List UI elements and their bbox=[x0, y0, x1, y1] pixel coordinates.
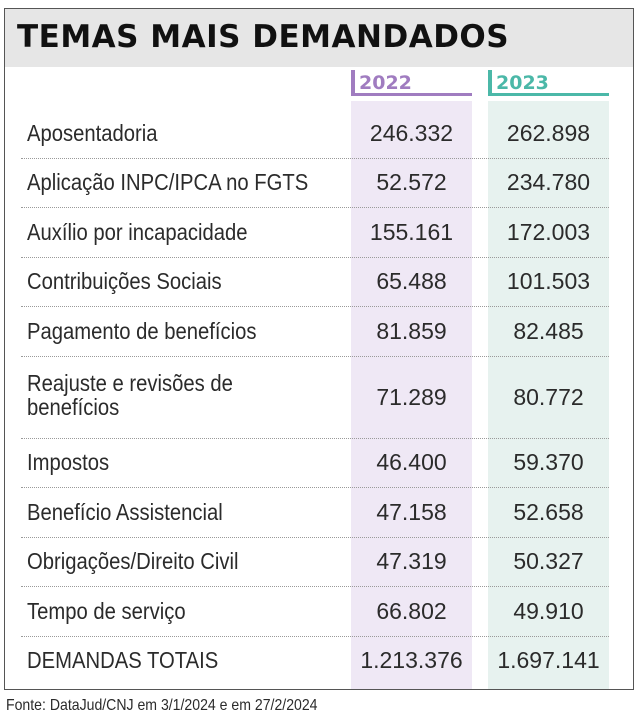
table-row: Pagamento de benefícios 81.859 82.485 bbox=[21, 306, 609, 357]
row-label: Pagamento de benefícios bbox=[27, 317, 257, 344]
column-2022-background bbox=[351, 101, 472, 689]
value-2022: 1.213.376 bbox=[360, 647, 463, 674]
table-row: DEMANDAS TOTAIS 1.213.376 1.697.141 bbox=[21, 636, 609, 686]
value-2022: 246.332 bbox=[369, 119, 454, 146]
table-row: Aplicação INPC/IPCA no FGTS 52.572 234.780 bbox=[21, 158, 609, 208]
value-2023: 82.485 bbox=[513, 317, 584, 344]
table-row: Tempo de serviço 66.802 49.910 bbox=[21, 586, 609, 637]
table-row: Benefício Assistencial 47.158 52.658 bbox=[21, 487, 609, 538]
row-label: Auxílio por incapacidade bbox=[27, 218, 248, 245]
title-bar: TEMAS MAIS DEMANDADOS bbox=[5, 9, 633, 67]
column-header-2022: 2022 bbox=[351, 70, 472, 96]
value-2022: 81.859 bbox=[376, 317, 447, 344]
row-label: Aplicação INPC/IPCA no FGTS bbox=[27, 169, 309, 196]
table-row: Aposentadoria 246.332 262.898 bbox=[21, 108, 609, 159]
row-label: Aposentadoria bbox=[27, 119, 158, 146]
table-row: Auxílio por incapacidade 155.161 172.003 bbox=[21, 207, 609, 258]
table-frame: TEMAS MAIS DEMANDADOS 2022 2023 Aposenta… bbox=[4, 8, 634, 690]
value-2022: 47.319 bbox=[376, 548, 447, 575]
table-row: Obrigações/Direito Civil 47.319 50.327 bbox=[21, 537, 609, 587]
value-2023: 50.327 bbox=[513, 548, 584, 575]
value-2023: 234.780 bbox=[506, 169, 591, 196]
row-label: Benefício Assistencial bbox=[27, 498, 223, 525]
table-row: Impostos 46.400 59.370 bbox=[21, 438, 609, 488]
value-2022: 52.572 bbox=[376, 169, 447, 196]
value-2023: 101.503 bbox=[506, 268, 591, 295]
value-2022: 155.161 bbox=[369, 218, 454, 245]
value-2023: 172.003 bbox=[506, 218, 591, 245]
value-2022: 65.488 bbox=[376, 268, 447, 295]
table-row: Reajuste e revisões de benefícios 71.289 80… bbox=[21, 356, 609, 439]
value-2023: 262.898 bbox=[506, 119, 591, 146]
row-label: Tempo de serviço bbox=[27, 597, 186, 624]
row-label: Contribuições Sociais bbox=[27, 268, 222, 295]
row-label: Obrigações/Direito Civil bbox=[27, 548, 239, 575]
value-2022: 46.400 bbox=[376, 449, 447, 476]
source-note: Fonte: DataJud/CNJ em 3/1/2024 e em 27/2… bbox=[6, 697, 318, 714]
row-label: Impostos bbox=[27, 449, 110, 476]
value-2023: 49.910 bbox=[513, 597, 584, 624]
value-2023: 52.658 bbox=[513, 498, 584, 525]
column-2023-background bbox=[488, 101, 609, 689]
value-2023: 59.370 bbox=[513, 449, 584, 476]
value-2023: 1.697.141 bbox=[497, 647, 600, 674]
row-label: DEMANDAS TOTAIS bbox=[27, 647, 219, 674]
table-row: Contribuições Sociais 65.488 101.503 bbox=[21, 257, 609, 307]
value-2023: 80.772 bbox=[513, 383, 584, 410]
value-2022: 66.802 bbox=[376, 597, 447, 624]
row-label-line: benefícios bbox=[27, 393, 120, 420]
row-label-line: Reajuste e revisões de bbox=[27, 369, 233, 396]
value-2022: 47.158 bbox=[376, 498, 447, 525]
chart-title: TEMAS MAIS DEMANDADOS bbox=[17, 19, 510, 55]
row-label: Reajuste e revisões de benefícios bbox=[27, 371, 233, 419]
value-2022: 71.289 bbox=[376, 383, 447, 410]
column-header-2023: 2023 bbox=[488, 70, 609, 96]
